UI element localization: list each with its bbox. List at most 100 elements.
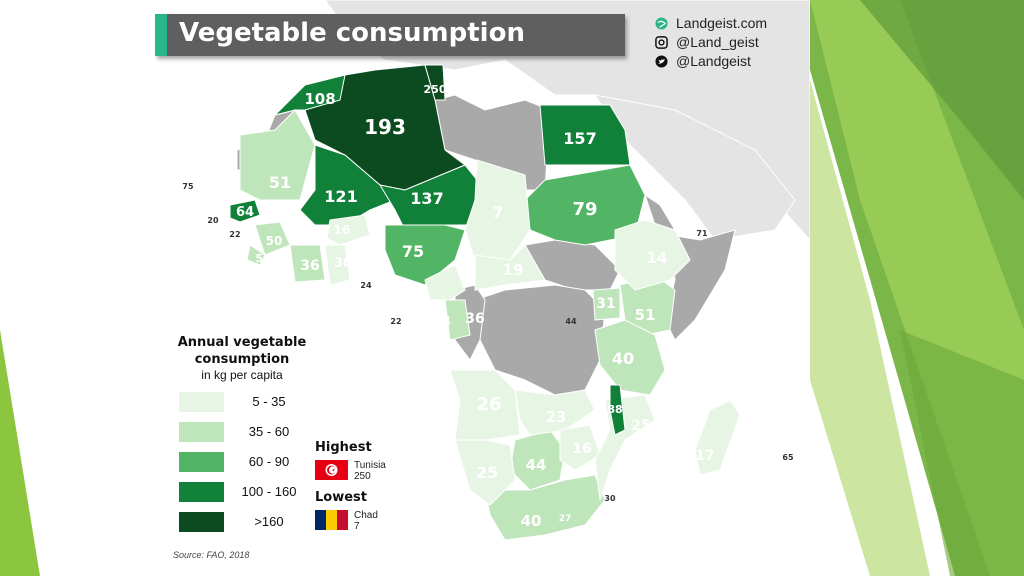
lowest-country: Chad (354, 510, 378, 521)
label-guinea-bissau: 22 (229, 230, 240, 239)
label-mauritius: 65 (782, 453, 794, 462)
legend-label: 100 - 160 (241, 484, 297, 499)
label-ethiopia: 14 (647, 249, 668, 267)
region-burkina (326, 214, 371, 246)
social-instagram[interactable]: @Land_geist (655, 33, 767, 51)
region-cote-divoire (289, 244, 326, 283)
legend-title-line2: consumption (194, 352, 290, 367)
label-mali: 121 (324, 187, 357, 206)
label-namibia: 25 (476, 463, 498, 482)
label-kenya: 51 (635, 306, 656, 324)
label-sierra-leone: 50 (255, 252, 271, 265)
tunisia-flag-icon (315, 460, 348, 480)
social-twitter-text: @Landgeist (676, 53, 751, 69)
region-gabon (444, 299, 471, 341)
label-morocco: 108 (304, 90, 335, 108)
legend-item: >160 (167, 512, 317, 542)
legend-item: 5 - 35 (167, 392, 317, 422)
region-angola (449, 369, 521, 441)
legend-item: 100 - 160 (167, 482, 317, 512)
region-tanzania (594, 319, 666, 396)
region-egypt (539, 104, 631, 166)
label-benin: 49 (364, 237, 379, 250)
region-zimbabwe (559, 424, 601, 471)
map-title: Vegetable consumption (179, 18, 525, 48)
legend-title-line1: Annual vegetable (177, 335, 307, 350)
label-egypt: 157 (563, 129, 596, 148)
legend-item: 35 - 60 (167, 422, 317, 452)
region-ethiopia (614, 219, 691, 291)
twitter-icon (655, 54, 668, 68)
region-south-africa (484, 474, 606, 541)
label-guinea: 50 (266, 234, 283, 248)
label-uganda: 31 (596, 296, 615, 312)
legend-swatch (179, 512, 224, 532)
label-madagascar: 17 (695, 448, 714, 464)
extremes-panel: Highest Tunisia 250 Lowest Chad 7 (315, 440, 425, 540)
region-algeria (304, 64, 466, 191)
label-ghana: 30 (334, 256, 352, 271)
label-mauritania: 51 (269, 173, 291, 192)
region-mauritania (239, 109, 316, 201)
region-ghana (324, 244, 351, 286)
highest-value: 250 (354, 471, 371, 482)
label-togo: 24 (360, 281, 372, 290)
legend-swatch (179, 482, 224, 502)
instagram-icon (655, 35, 668, 49)
label-lesotho: 27 (559, 514, 572, 524)
social-website-text: Landgeist.com (676, 15, 768, 31)
legend-subtitle: in kg per capita (201, 368, 283, 382)
region-madagascar (694, 399, 741, 476)
chad-flag-icon (315, 510, 348, 530)
label-zambia: 23 (546, 408, 567, 426)
label-cape-verde: 75 (182, 182, 194, 191)
label-mozambique: 25 (631, 418, 650, 434)
label-cameroon: 34 (433, 315, 451, 330)
social-links: Landgeist.com @Land_geist @Landgeist (655, 14, 767, 71)
africa-map: 193 108 250 157 51 121 137 79 7 75 64 50… (155, 0, 810, 576)
label-liberia: 28 (272, 268, 286, 279)
label-malawi: 88 (607, 403, 622, 416)
social-twitter[interactable]: @Landgeist (655, 52, 767, 70)
region-senegal (229, 199, 261, 223)
legend-label: 5 - 35 (252, 394, 286, 409)
label-tunisia: 250 (424, 83, 447, 96)
no-data-drc (474, 284, 606, 396)
label-senegal: 64 (236, 205, 254, 220)
region-sierra-leone (246, 244, 266, 266)
highest-country: Tunisia (354, 460, 386, 471)
arabia-land (593, 94, 796, 241)
label-south-africa: 40 (521, 512, 542, 530)
legend-item: 60 - 90 (167, 452, 317, 482)
label-botswana: 44 (526, 456, 547, 474)
label-car: 19 (503, 261, 524, 279)
legend-swatch (179, 422, 224, 442)
social-website[interactable]: Landgeist.com (655, 14, 767, 32)
legend-swatch (179, 452, 224, 472)
highest-heading: Highest (315, 440, 372, 455)
globe-icon (655, 16, 668, 30)
label-algeria: 193 (364, 115, 406, 139)
label-gabon: 36 (465, 311, 484, 327)
region-tunisia (424, 64, 446, 101)
lowest-heading: Lowest (315, 490, 367, 505)
legend-swatch (179, 392, 224, 412)
label-gambia: 20 (207, 216, 219, 225)
region-car (474, 244, 546, 291)
region-zambia (514, 389, 596, 436)
label-rwanda: 44 (565, 317, 577, 326)
label-burkina: 16 (334, 223, 351, 237)
label-sudan: 79 (572, 199, 597, 220)
region-uganda (592, 287, 621, 321)
label-zimbabwe: 16 (572, 441, 591, 457)
lowest-entry: Chad 7 (315, 510, 425, 532)
legend-label: 60 - 90 (248, 454, 290, 469)
label-tanzania: 40 (612, 349, 634, 368)
label-eq-guinea: 22 (390, 317, 401, 326)
region-malawi (609, 384, 626, 436)
label-angola: 26 (476, 394, 501, 415)
label-djibouti: 71 (696, 229, 708, 238)
infographic-slide: 193 108 250 157 51 121 137 79 7 75 64 50… (155, 0, 810, 576)
region-namibia (454, 439, 516, 506)
